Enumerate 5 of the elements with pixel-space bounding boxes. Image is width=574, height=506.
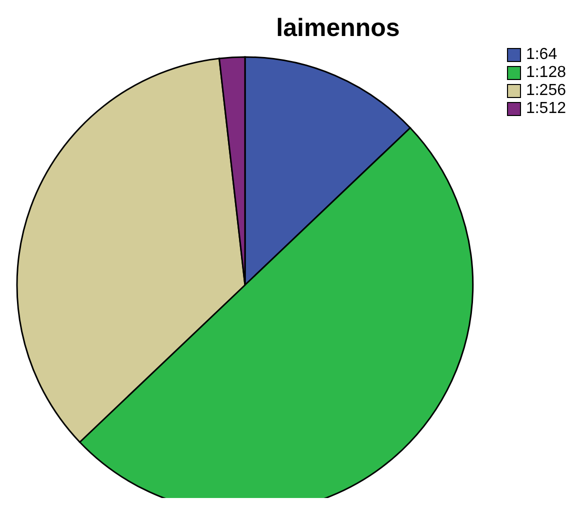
- legend-label: 1:128: [526, 64, 566, 82]
- legend-label: 1:64: [526, 46, 558, 64]
- chart-title: laimennos: [275, 14, 401, 43]
- legend-label: 1:256: [526, 82, 566, 100]
- legend-label: 1:512: [526, 100, 566, 118]
